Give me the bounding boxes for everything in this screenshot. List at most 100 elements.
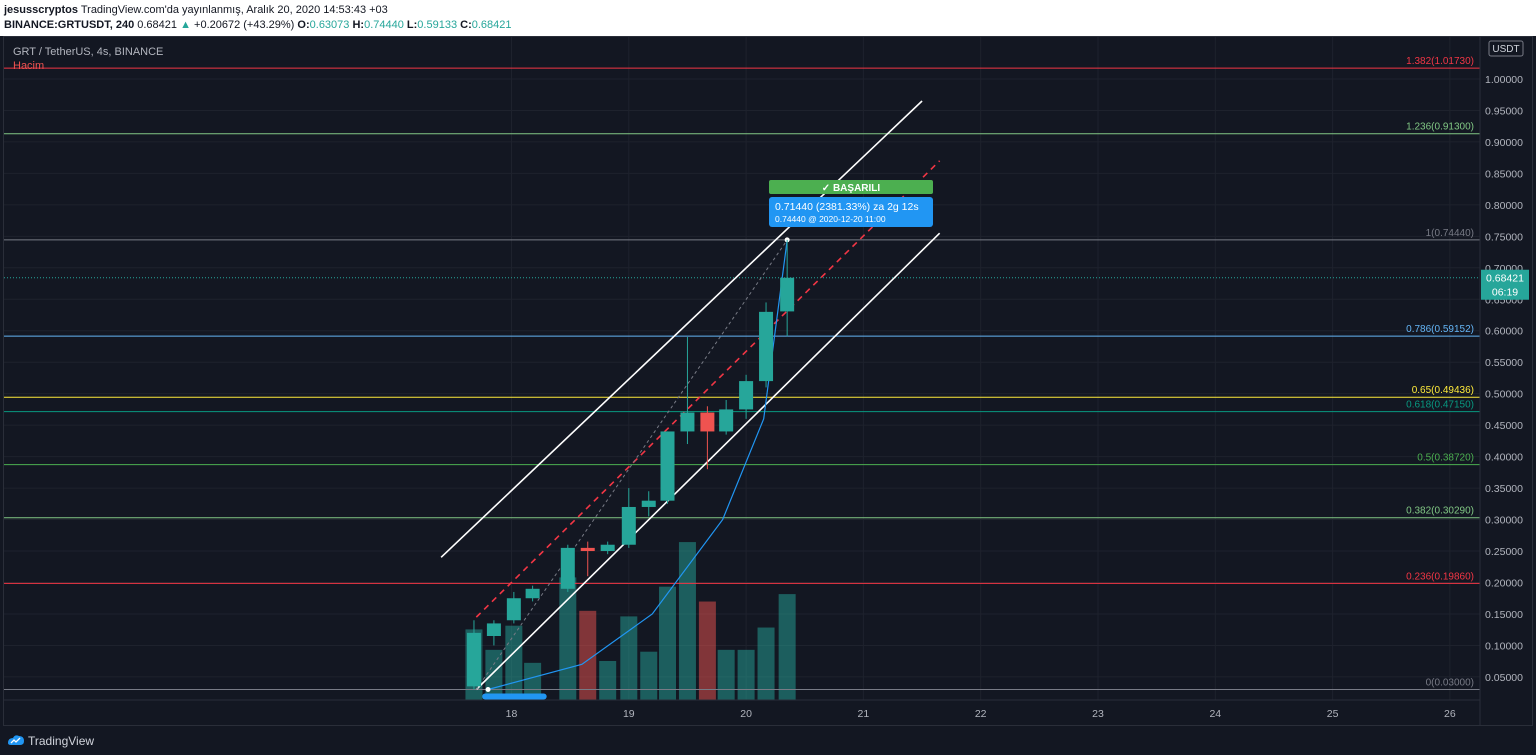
candle-body: [560, 547, 575, 589]
x-tick-label: 24: [1209, 708, 1221, 720]
x-tick-label: 21: [858, 708, 870, 720]
y-tick-label: 0.50000: [1485, 389, 1523, 401]
volume-bar: [599, 660, 617, 700]
y-tick-label: 0.10000: [1485, 640, 1523, 652]
channel-upper-line: [440, 100, 923, 558]
candle-body: [506, 598, 521, 621]
current-price-value: 0.68421: [1486, 273, 1524, 285]
measure-line-2: 0.74440 @ 2020-12-20 11:00: [775, 214, 886, 224]
volume-bar: [678, 542, 696, 700]
grid: [4, 37, 1480, 700]
high-label: H:: [352, 19, 365, 31]
price-axis[interactable]: 0.05000 0.10000 0.15000 0.20000 0.25000 0.300…: [1485, 74, 1523, 684]
close-value: 0.68421: [471, 19, 512, 31]
y-tick-label: 0.30000: [1485, 515, 1523, 527]
open-value: 0.63073: [309, 19, 350, 31]
publish-text: TradingView.com'da yayınlanmış, Aralık 2…: [80, 4, 388, 16]
y-tick-label: 0.35000: [1485, 483, 1523, 495]
price-change: +0.20672 (+43.29%): [194, 19, 295, 31]
y-tick-label: 0.75000: [1485, 231, 1523, 243]
fib-label: 0.5(0.38720): [1417, 453, 1474, 464]
x-tick-label: 19: [623, 708, 635, 720]
measure-line-1: 0.71440 (2381.33%) za 2g 12s: [775, 201, 919, 213]
candle-body: [641, 500, 656, 507]
y-tick-label: 0.45000: [1485, 420, 1523, 432]
candle-body: [525, 588, 540, 599]
volume-bar: [778, 594, 796, 700]
footer-brand[interactable]: TradingView: [28, 734, 95, 748]
fib-label: 0.786(0.59152): [1406, 324, 1474, 335]
current-price-tag: [1481, 269, 1529, 300]
chart-panel[interactable]: 0(0.03000) 0.236(0.19860) 0.382(0.30290) 0.…: [3, 36, 1533, 726]
x-tick-label: 25: [1327, 708, 1339, 720]
measure-base-bar: [482, 693, 547, 700]
y-tick-label: 0.80000: [1485, 200, 1523, 212]
candle-body: [600, 544, 615, 552]
bar-countdown: 06:19: [1492, 287, 1518, 299]
volume-bar: [524, 662, 542, 700]
publish-line: jesusscryptos TradingView.com'da yayınla…: [4, 4, 388, 16]
volume-bar: [579, 610, 597, 700]
success-badge: [769, 180, 933, 194]
anchor-point: [485, 687, 491, 692]
volume-label[interactable]: Hacim: [13, 60, 44, 72]
volume-bar: [659, 586, 677, 700]
x-tick-label: 20: [740, 708, 752, 720]
author-name[interactable]: jesusscryptos: [4, 4, 78, 16]
fib-label: 0.65(0.49436): [1412, 385, 1474, 396]
time-axis[interactable]: 18 19 20 21 22 23 24 25 26: [506, 708, 1456, 720]
candle-body: [780, 277, 795, 312]
volume-bar: [640, 651, 658, 700]
triangle-up-icon: ▲: [180, 19, 191, 31]
fib-label: 0.236(0.19860): [1406, 571, 1474, 582]
y-tick-label: 0.55000: [1485, 357, 1523, 369]
candle-body: [739, 381, 754, 410]
last-price: 0.68421: [137, 19, 178, 31]
volume-bar: [717, 649, 735, 700]
candle-body: [486, 623, 501, 637]
success-label: ✓ BAŞARILI: [822, 183, 881, 194]
volume-bar: [559, 577, 577, 700]
footer: TradingView: [0, 727, 1536, 755]
price-chart[interactable]: 0(0.03000) 0.236(0.19860) 0.382(0.30290) 0.…: [4, 37, 1532, 725]
x-tick-label: 22: [975, 708, 987, 720]
symbol-label: BINANCE:GRTUSDT, 240: [4, 19, 135, 31]
volume-bar: [737, 649, 755, 700]
ohlc-line: BINANCE:GRTUSDT, 240 0.68421 ▲ +0.20672 …: [4, 19, 512, 31]
y-tick-label: 0.60000: [1485, 326, 1523, 338]
y-tick-label: 0.85000: [1485, 168, 1523, 180]
channel-middle-dashed-line: [475, 160, 941, 618]
fib-label: 1.236(0.91300): [1406, 122, 1474, 133]
guide-dotted-line: [475, 239, 788, 690]
candle-body: [621, 506, 636, 545]
candle-body: [660, 431, 675, 501]
candle-body: [466, 632, 481, 687]
measure-curve: [487, 240, 788, 691]
y-tick-label: 0.20000: [1485, 578, 1523, 590]
currency-label: USDT: [1492, 44, 1519, 55]
publish-header: jesusscryptos TradingView.com'da yayınla…: [0, 0, 1536, 36]
measure-box: [769, 197, 933, 227]
high-value: 0.74440: [364, 19, 404, 31]
volume-bar: [698, 601, 716, 700]
tradingview-logo-icon[interactable]: [6, 733, 26, 747]
fib-label: 0(0.03000): [1426, 678, 1474, 689]
candle-body: [700, 412, 715, 432]
currency-button[interactable]: [1488, 40, 1524, 57]
candle-body: [759, 311, 774, 382]
fib-label: 0.382(0.30290): [1406, 506, 1474, 517]
low-label: L:: [406, 19, 418, 31]
candle-body: [580, 547, 595, 552]
volume-bar: [505, 625, 523, 700]
y-tick-label: 0.15000: [1485, 609, 1523, 621]
trend-channel: [440, 100, 941, 700]
candle-body: [680, 412, 695, 432]
close-label: C:: [460, 19, 472, 31]
y-tick-label: 0.25000: [1485, 546, 1523, 558]
fib-label: 1.382(1.01730): [1406, 56, 1474, 67]
x-tick-label: 26: [1444, 708, 1456, 720]
fib-label: 1(0.74440): [1426, 228, 1474, 239]
fib-levels: 0(0.03000) 0.236(0.19860) 0.382(0.30290) 0.…: [4, 56, 1480, 690]
open-label: O:: [297, 19, 310, 31]
y-tick-label: 0.40000: [1485, 452, 1523, 464]
